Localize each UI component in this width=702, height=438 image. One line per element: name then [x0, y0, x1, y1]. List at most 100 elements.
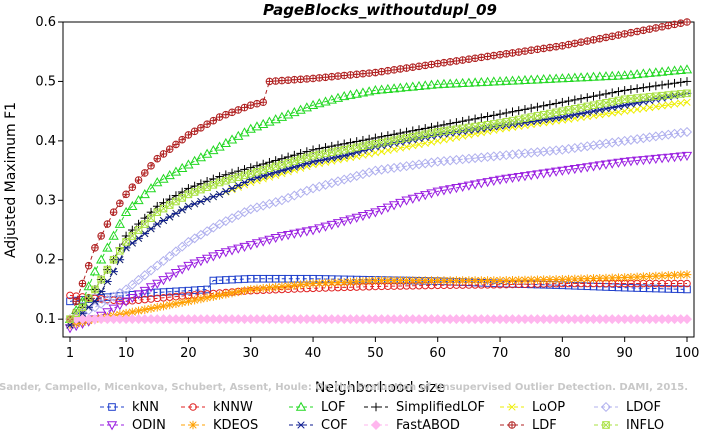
data-point-ldf: [153, 154, 162, 163]
data-point-odin: [501, 174, 512, 184]
data-point-odin: [382, 203, 394, 213]
data-point-ldof: [195, 229, 206, 240]
data-point-ldf: [645, 25, 654, 33]
data-point-lof: [264, 116, 275, 126]
data-point-kdeos: [670, 270, 679, 280]
data-point-kdeos: [265, 283, 274, 292]
data-point-odin: [258, 237, 269, 247]
data-point-lof: [588, 71, 599, 81]
data-point-odin: [588, 162, 599, 172]
data-point-simplifiedlof: [508, 107, 517, 117]
data-point-odin: [388, 201, 400, 211]
data-point-ldf: [134, 176, 143, 184]
data-point-ldf: [589, 36, 598, 44]
data-point-lof: [482, 76, 493, 86]
data-point-odin: [526, 171, 537, 181]
data-point-ldf: [128, 183, 137, 192]
x-tick-label: 30: [242, 346, 259, 361]
data-point-kdeos: [271, 282, 280, 292]
data-point-simplifiedlof: [452, 118, 461, 127]
data-point-ldof: [183, 236, 194, 247]
data-point-loop: [402, 143, 411, 151]
data-point-kdeos: [190, 295, 199, 305]
data-point-simplifiedlof: [620, 86, 629, 95]
data-point-odin: [102, 308, 113, 318]
data-point-ldf: [222, 110, 230, 119]
data-point-ldf: [315, 74, 324, 82]
data-point-odin: [195, 257, 207, 267]
data-point-loop: [228, 185, 236, 194]
data-point-simplifiedlof: [657, 80, 667, 90]
data-point-cof: [146, 225, 156, 233]
data-point-loop: [633, 105, 641, 114]
data-point-ldf: [595, 34, 604, 43]
data-point-inflo: [140, 220, 149, 228]
data-point-inflo: [552, 108, 560, 117]
data-point-lof: [557, 73, 568, 83]
data-point-ldf: [415, 62, 423, 71]
data-point-odin: [550, 167, 562, 177]
data-point-odin: [133, 290, 144, 300]
data-point-kdeos: [159, 301, 168, 311]
data-point-kdeos: [258, 283, 268, 293]
data-point-lof: [270, 114, 281, 124]
legend-item-ldf: LDF: [500, 418, 557, 433]
data-point-ldf: [346, 71, 355, 79]
data-point-odin: [189, 259, 200, 269]
data-point-kdeos: [283, 281, 293, 291]
y-tick-label: 0.4: [35, 134, 56, 149]
data-point-odin: [264, 235, 275, 245]
data-point-ldof: [177, 241, 188, 252]
data-point-odin: [582, 163, 593, 173]
data-point-odin: [644, 155, 655, 165]
data-point-lof: [594, 71, 605, 81]
data-point-inflo: [240, 171, 249, 180]
data-point-ldf: [502, 49, 511, 58]
data-point-inflo: [415, 131, 423, 140]
data-point-lof: [363, 86, 375, 96]
data-point-lof: [133, 194, 144, 205]
data-point-ldf: [327, 72, 336, 81]
x-tick-label: 80: [554, 346, 571, 361]
legend-item-loop: LoOP: [500, 400, 565, 415]
data-point-lof: [413, 80, 425, 90]
data-point-simplifiedlof: [570, 95, 580, 105]
data-point-loop: [683, 98, 691, 106]
data-point-ldf: [253, 99, 261, 108]
y-tick-label: 0.5: [35, 74, 56, 89]
data-point-odin: [395, 198, 406, 208]
data-point-ldf: [371, 68, 380, 77]
x-tick-label: 10: [118, 346, 135, 361]
data-point-lof: [345, 89, 356, 99]
data-point-simplifiedlof: [495, 109, 505, 119]
legend-swatch-marker: [370, 419, 382, 431]
data-point-lof: [600, 71, 612, 81]
data-point-loop: [446, 134, 454, 143]
data-point-ldf: [676, 19, 685, 27]
data-point-odin: [619, 157, 630, 167]
data-point-odin: [145, 283, 157, 293]
data-point-loop: [652, 103, 660, 111]
data-point-ldf: [396, 65, 405, 73]
data-point-lof: [445, 78, 456, 88]
data-point-odin: [557, 166, 568, 176]
legend-label: LDOF: [626, 400, 661, 415]
data-point-ldf: [521, 47, 529, 55]
data-point-ldof: [114, 288, 125, 299]
series-kdeos: [65, 270, 692, 330]
data-point-ldof: [152, 260, 163, 271]
data-point-lof: [501, 75, 512, 85]
data-point-odin: [245, 241, 256, 251]
y-tick-label: 0.1: [35, 312, 56, 327]
data-point-lof: [351, 88, 362, 98]
data-point-ldf: [408, 63, 417, 71]
data-point-inflo: [514, 115, 523, 124]
data-point-loop: [253, 177, 261, 185]
source-note: Campos, Zimek, Sander, Campello, Micenko…: [0, 382, 688, 393]
x-tick-label: 1: [66, 346, 74, 361]
data-point-ldf: [352, 70, 361, 79]
data-point-inflo: [122, 238, 130, 246]
data-point-fastabod: [681, 314, 693, 325]
data-point-kdeos: [620, 273, 629, 282]
